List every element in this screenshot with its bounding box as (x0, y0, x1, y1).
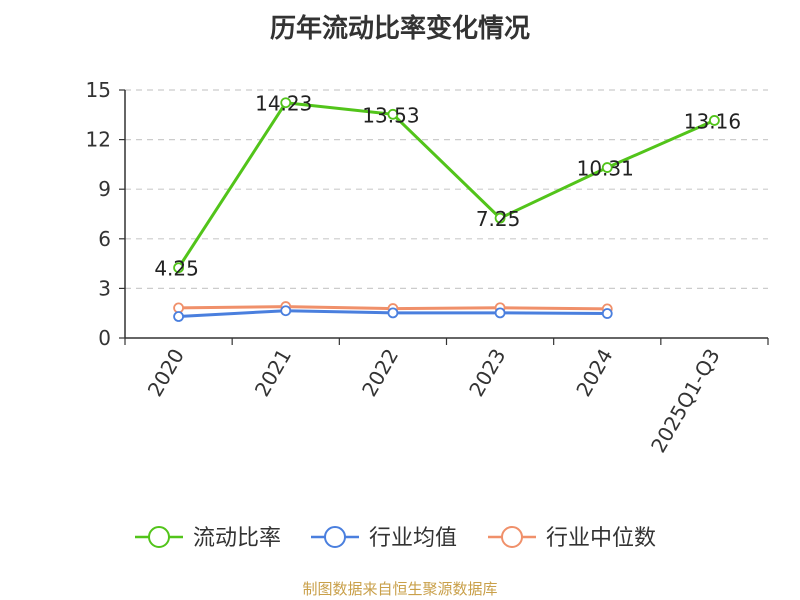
series-line-1 (177, 101, 716, 269)
data-point (601, 162, 613, 173)
x-tick-label: 2021 (250, 345, 296, 401)
y-tick-label: 12 (86, 128, 111, 152)
data-point (280, 97, 292, 109)
data-label: 7.25 (476, 207, 521, 231)
data-point (280, 305, 292, 317)
legend-label-3: 行业中位数 (546, 526, 656, 551)
legend-marker-1 (148, 526, 170, 548)
chart-title: 历年流动比率变化情况 (269, 14, 530, 44)
data-point (709, 115, 720, 126)
legend-label-2: 行业均值 (369, 526, 457, 551)
data-label: 14.23 (255, 92, 312, 116)
x-tick-label: 2023 (464, 345, 510, 401)
legend-marker-3 (501, 526, 523, 548)
y-tick-label: 3 (98, 276, 111, 300)
data-label: 13.53 (362, 103, 419, 127)
y-tick-label: 0 (98, 326, 111, 350)
data-point (387, 307, 399, 319)
data-point (494, 212, 506, 224)
data-point (173, 302, 184, 314)
y-tick-label: 15 (86, 78, 111, 102)
source-footer: 制图数据来自恒生聚源数据库 (302, 580, 498, 598)
data-point (387, 108, 399, 120)
y-tick-label: 9 (98, 177, 111, 201)
x-tick-label: 2022 (357, 345, 403, 401)
legend-label-1: 流动比率 (193, 526, 281, 551)
data-label: 13.16 (684, 109, 741, 133)
data-point (173, 311, 184, 322)
x-tick-label: 2020 (143, 345, 189, 401)
x-tick-label: 2025Q1-Q3 (646, 345, 725, 457)
legend-marker-2 (324, 526, 346, 548)
data-label: 10.31 (577, 157, 634, 181)
data-point (601, 308, 613, 319)
x-tick-label: 2024 (571, 345, 617, 401)
data-point (173, 262, 184, 274)
data-point (494, 307, 506, 319)
y-tick-label: 6 (98, 227, 111, 251)
data-label: 4.25 (154, 257, 199, 281)
